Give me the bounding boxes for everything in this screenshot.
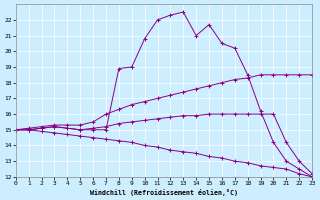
- X-axis label: Windchill (Refroidissement éolien,°C): Windchill (Refroidissement éolien,°C): [90, 189, 238, 196]
